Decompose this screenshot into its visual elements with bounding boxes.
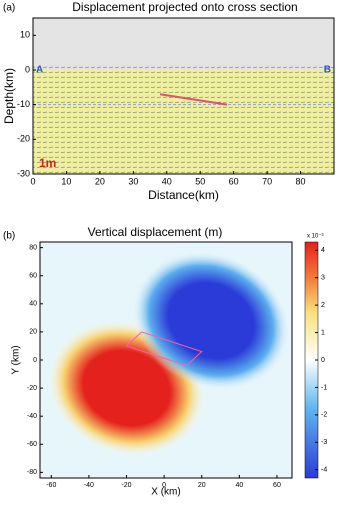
- x-tick-label: 70: [262, 176, 272, 186]
- x-tick-label: -20: [121, 482, 131, 489]
- x-tick-label: 60: [273, 482, 281, 489]
- x-tick-label: 0: [30, 176, 35, 186]
- y-tick-label: -80: [27, 469, 37, 476]
- x-tick-label: 20: [95, 176, 105, 186]
- y-tick-label: 0: [33, 357, 37, 364]
- x-tick-label: 20: [198, 482, 206, 489]
- y-tick-label: 60: [29, 273, 37, 280]
- y-axis-label: Depth(km): [2, 68, 16, 124]
- x-tick-label: 10: [61, 176, 71, 186]
- y-tick-label: 80: [29, 244, 37, 251]
- x-tick-label: 40: [162, 176, 172, 186]
- y-tick-label: 0: [25, 64, 30, 74]
- scale-label: 1m: [39, 156, 56, 170]
- x-tick-label: -60: [46, 482, 56, 489]
- fault-outline: [125, 331, 203, 367]
- y-tick-label: -40: [27, 413, 37, 420]
- vector-field: [33, 64, 334, 174]
- y-tick-label: 10: [20, 30, 30, 40]
- y-tick-label: 20: [29, 329, 37, 336]
- colorbar-tick-label: 2: [321, 302, 325, 309]
- air: [33, 18, 334, 70]
- y-tick-label: -60: [27, 441, 37, 448]
- label-b: B: [324, 65, 331, 76]
- y-axis-label: Y (km): [11, 345, 22, 374]
- colorbar-tick-label: 3: [321, 275, 325, 282]
- y-tick-label: -10: [17, 99, 30, 109]
- colorbar-tick-label: 0: [321, 357, 325, 364]
- x-tick-label: 0: [162, 482, 166, 489]
- y-tick-label: -30: [17, 168, 30, 178]
- colorbar-tick-label: -2: [321, 412, 327, 419]
- label-a: A: [36, 65, 43, 76]
- chart-title: Displacement projected onto cross sectio…: [72, 0, 297, 14]
- frame: [32, 17, 335, 175]
- x-tick-label: 30: [128, 176, 138, 186]
- y-tick-label: -20: [17, 134, 30, 144]
- x-tick-label: 80: [296, 176, 306, 186]
- x-axis-label: Distance(km): [148, 188, 219, 202]
- x-tick-label: 40: [235, 482, 243, 489]
- colorbar-tick-label: -1: [321, 384, 327, 391]
- colorbar-tick-label: 1: [321, 329, 325, 336]
- x-tick-label: 50: [195, 176, 205, 186]
- x-tick-label: -40: [84, 482, 94, 489]
- panel-label: (a): [3, 3, 15, 14]
- colorbar-tick-label: -4: [321, 467, 327, 474]
- fault: [159, 93, 228, 106]
- map: [40, 242, 292, 478]
- x-tick-label: 60: [229, 176, 239, 186]
- x-axis-label: X (km): [151, 487, 180, 498]
- displacement-lobe: [133, 251, 289, 390]
- colorbar-tick-label: -3: [321, 439, 327, 446]
- colorbar-label: x 10⁻³: [307, 234, 324, 240]
- y-tick-label: -20: [27, 385, 37, 392]
- panel-label: (b): [3, 231, 15, 242]
- y-tick-label: 40: [29, 301, 37, 308]
- colorbar-tick-label: 4: [321, 247, 325, 254]
- chart-title: Vertical displacement (m): [88, 225, 223, 239]
